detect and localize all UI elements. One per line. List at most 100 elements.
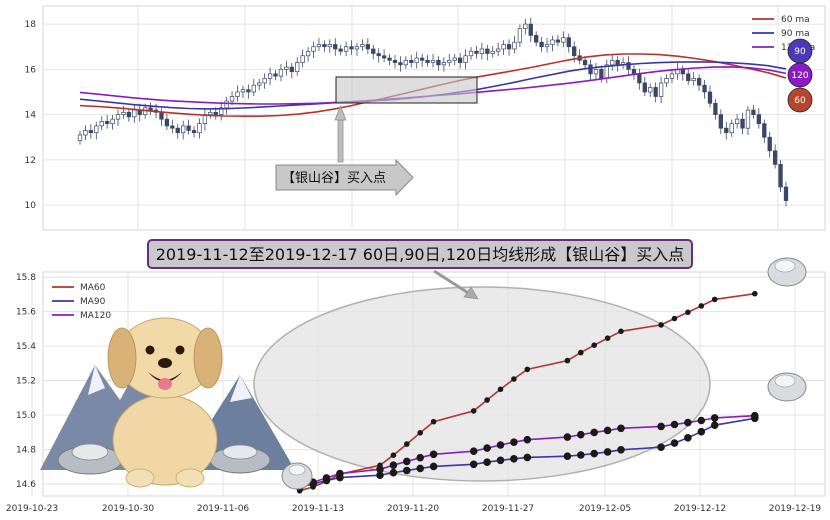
- candle: [686, 68, 691, 85]
- callout-arrow: 【银山谷】买入点: [275, 158, 414, 197]
- badge-60-circle: [787, 87, 813, 113]
- bottom-ma120-point: [416, 453, 425, 462]
- bottom-ma90-point: [496, 456, 505, 465]
- candle: [414, 51, 419, 69]
- candle: [126, 108, 132, 122]
- candle: [550, 35, 555, 52]
- candle: [696, 74, 702, 92]
- candle: [653, 82, 658, 103]
- bottom-ma120-point: [510, 438, 518, 447]
- top-y-tick-label: 16: [25, 65, 37, 75]
- bottom-ma90-point: [577, 451, 585, 459]
- candle: [99, 116, 104, 130]
- candle: [762, 119, 767, 144]
- dog-illustration: [107, 317, 223, 488]
- candle: [110, 115, 115, 130]
- candle: [316, 38, 322, 51]
- bottom-ma120-point: [336, 469, 344, 478]
- bottom-ma60-point: [564, 357, 571, 364]
- silver-ingot-right: [209, 444, 271, 474]
- candle: [83, 125, 88, 140]
- candle: [365, 38, 370, 54]
- bottom-ma90-point: [603, 448, 612, 456]
- ingot-icon-start: [281, 462, 313, 490]
- candle: [658, 76, 664, 104]
- bottom-ma60-point: [578, 349, 584, 356]
- bottom-ma90-point: [697, 427, 706, 436]
- candle: [436, 56, 441, 71]
- legend-label-90ma: 90 ma: [781, 29, 810, 39]
- ingot-icon-end-ma90-120: [767, 372, 807, 402]
- bottom-ma90-series: [295, 414, 759, 492]
- bottom-x-tick-label: 2019-12-05: [579, 504, 631, 514]
- bottom-ma90-point: [590, 449, 598, 458]
- candle: [648, 83, 653, 97]
- bottom-ma60-point: [417, 430, 424, 436]
- candle: [767, 132, 772, 158]
- candle: [164, 113, 170, 130]
- candle: [496, 42, 501, 57]
- candle: [219, 101, 224, 121]
- candle: [295, 57, 300, 76]
- candle: [88, 124, 94, 139]
- bottom-ma90-point: [523, 453, 532, 462]
- legend-label-MA120: MA120: [80, 311, 111, 321]
- candle: [278, 64, 284, 82]
- top-y-tick-label: 18: [25, 20, 37, 30]
- candle: [327, 39, 332, 53]
- candle: [479, 42, 485, 60]
- bottom-ma120-point: [429, 450, 438, 459]
- badge-120-circle: [787, 62, 813, 88]
- bottom-ma60-point: [430, 418, 437, 425]
- bottom-ma120-point: [590, 428, 598, 437]
- bottom-ma60-point: [671, 315, 678, 322]
- candle: [343, 41, 349, 57]
- bottom-ma90-point: [429, 462, 438, 471]
- candle: [289, 63, 294, 79]
- candle: [718, 109, 723, 135]
- candle: [197, 118, 202, 139]
- bottom-ma60-point: [484, 397, 490, 403]
- candle: [115, 109, 121, 126]
- bottom-ma120-point: [403, 457, 411, 466]
- bottom-ma120-point: [376, 465, 384, 474]
- bottom-y-tick-label: 15.0: [16, 411, 36, 421]
- candle: [751, 104, 756, 119]
- bottom-ma60-point: [390, 452, 397, 459]
- candle: [208, 108, 213, 119]
- bottom-ma60-point: [404, 441, 410, 447]
- candle: [349, 40, 354, 55]
- candle: [371, 44, 376, 60]
- candle: [561, 31, 566, 48]
- candle: [148, 102, 153, 116]
- candle: [105, 115, 110, 129]
- bottom-ma120-point: [496, 441, 505, 449]
- bottom-y-tick-label: 15.8: [16, 273, 36, 283]
- legend-label-60ma: 60 ma: [781, 15, 810, 25]
- candle: [523, 18, 528, 35]
- bottom-ma90-point: [389, 468, 398, 477]
- bottom-ma90-point: [670, 439, 679, 447]
- bottom-ma-lines: [295, 290, 759, 494]
- candle: [430, 53, 436, 68]
- candle: [582, 56, 588, 70]
- bottom-panel: 14.614.815.015.215.415.615.8 2019-10-23 2…: [6, 257, 826, 514]
- candle: [517, 24, 523, 48]
- candle: [376, 48, 381, 63]
- candle: [425, 55, 430, 67]
- bottom-legend: MA60 MA90 MA120: [52, 283, 111, 321]
- candle: [664, 74, 669, 88]
- bottom-ma90-point: [376, 471, 384, 480]
- candle: [566, 33, 571, 53]
- candle: [691, 72, 696, 86]
- bottom-ma120-point: [563, 433, 572, 441]
- bottom-ma120-point: [322, 474, 331, 482]
- highlight-ellipse: [253, 286, 711, 482]
- candle: [300, 49, 305, 68]
- bottom-ma120-point: [389, 461, 398, 470]
- bottom-ma60-point: [618, 328, 624, 335]
- candle: [528, 17, 533, 43]
- candle: [783, 181, 789, 207]
- bottom-ma60-point: [752, 290, 758, 297]
